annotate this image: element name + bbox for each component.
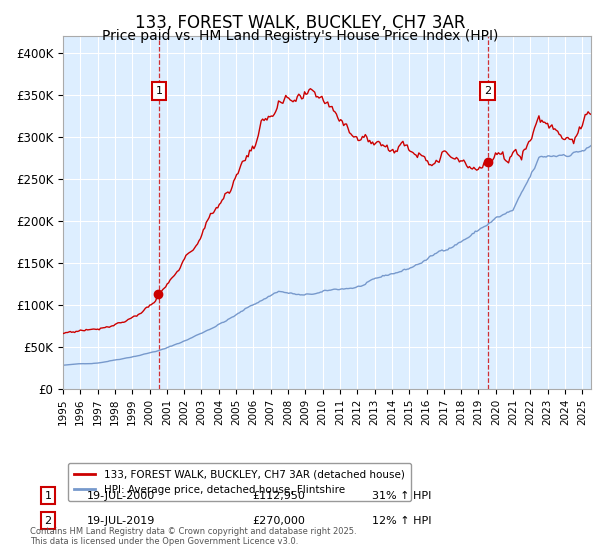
Text: £270,000: £270,000 [252,516,305,526]
Text: 31% ↑ HPI: 31% ↑ HPI [372,491,431,501]
Text: 1: 1 [44,491,52,501]
Text: Contains HM Land Registry data © Crown copyright and database right 2025.
This d: Contains HM Land Registry data © Crown c… [30,526,356,546]
Text: £112,950: £112,950 [252,491,305,501]
Text: 19-JUL-2019: 19-JUL-2019 [87,516,155,526]
Text: 12% ↑ HPI: 12% ↑ HPI [372,516,431,526]
Text: Price paid vs. HM Land Registry's House Price Index (HPI): Price paid vs. HM Land Registry's House … [102,29,498,43]
Text: 19-JUL-2000: 19-JUL-2000 [87,491,155,501]
Text: 2: 2 [484,86,491,96]
Text: 133, FOREST WALK, BUCKLEY, CH7 3AR: 133, FOREST WALK, BUCKLEY, CH7 3AR [135,14,465,32]
Text: 2: 2 [44,516,52,526]
Legend: 133, FOREST WALK, BUCKLEY, CH7 3AR (detached house), HPI: Average price, detache: 133, FOREST WALK, BUCKLEY, CH7 3AR (deta… [68,463,411,501]
Text: 1: 1 [155,86,163,96]
